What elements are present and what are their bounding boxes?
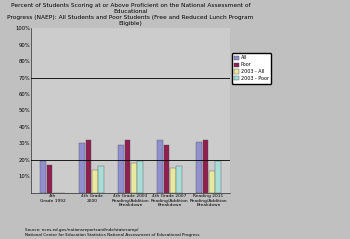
Bar xyxy=(157,140,163,193)
Title: Percent of Students Scoring at or Above Proficient on the National Assessment of: Percent of Students Scoring at or Above … xyxy=(7,3,254,26)
Bar xyxy=(92,170,98,193)
Bar xyxy=(86,140,91,193)
Bar xyxy=(209,171,215,193)
Bar xyxy=(176,166,182,193)
Bar xyxy=(118,145,124,193)
Text: Source: nces.ed.gov/nationsreportcard/nde/statecomp/
National Center for Educati: Source: nces.ed.gov/nationsreportcard/nd… xyxy=(25,228,199,237)
Bar xyxy=(125,140,130,193)
Bar xyxy=(164,145,169,193)
Bar xyxy=(215,161,221,193)
Bar xyxy=(47,165,52,193)
Legend: All, Poor, 2003 - All, 2003 - Poor: All, Poor, 2003 - All, 2003 - Poor xyxy=(232,53,271,84)
Bar xyxy=(196,142,202,193)
Bar xyxy=(131,163,137,193)
Bar xyxy=(79,143,85,193)
Bar xyxy=(137,161,143,193)
Bar xyxy=(98,166,104,193)
Bar xyxy=(170,168,176,193)
Bar xyxy=(40,161,46,193)
Bar xyxy=(203,140,208,193)
